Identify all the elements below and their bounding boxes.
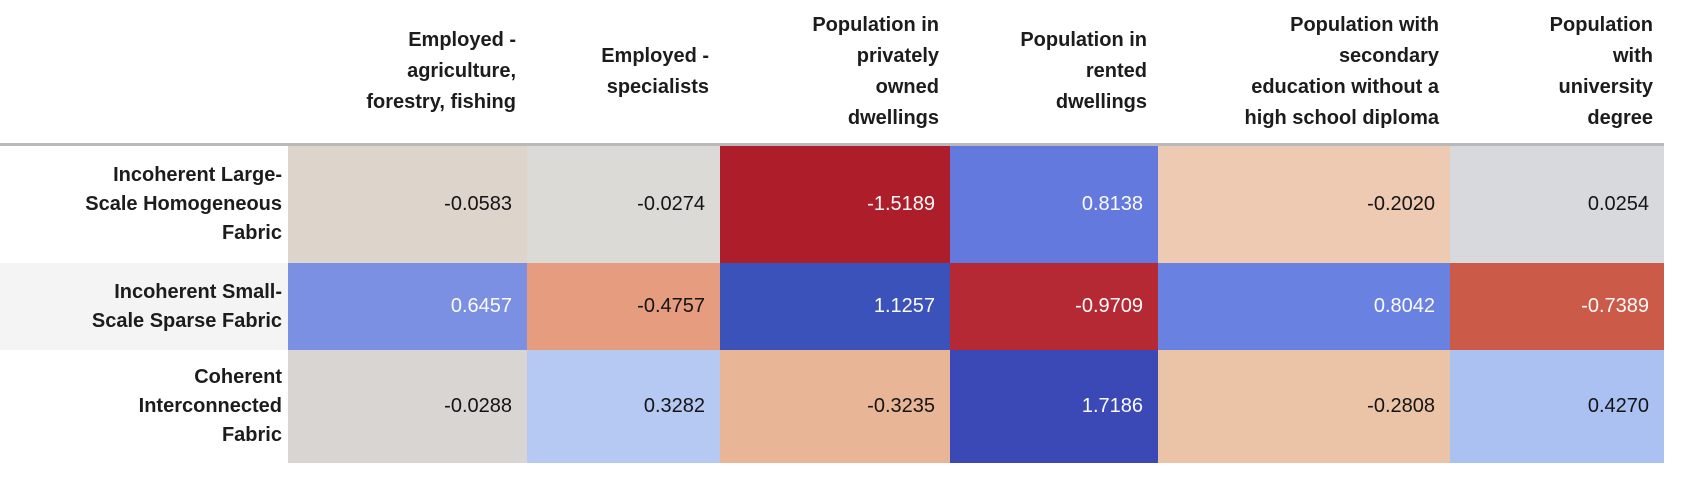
heatmap-body: Incoherent Large- Scale Homogeneous Fabr…	[0, 146, 1664, 463]
heatmap-cell: 1.7186	[950, 350, 1158, 463]
column-header-employed-specialists: Employed - specialists	[601, 44, 709, 98]
heatmap-cell: 0.8138	[950, 146, 1158, 263]
heatmap-cell: -0.2808	[1158, 350, 1450, 463]
corner-cell	[0, 0, 288, 143]
heatmap-row: Incoherent Small- Scale Sparse Fabric 0.6…	[0, 263, 1664, 350]
heatmap-cell: 0.0254	[1450, 146, 1664, 263]
heatmap-header-row: Employed - agriculture, forestry, fishin…	[0, 0, 1664, 143]
column-header-secondary-education: Population with secondary education with…	[1244, 13, 1439, 129]
heatmap-cell: -0.3235	[720, 350, 950, 463]
heatmap-row: Incoherent Large- Scale Homogeneous Fabr…	[0, 146, 1664, 263]
heatmap-cell: 1.1257	[720, 263, 950, 350]
column-header-rented-dwellings: Population in rented dwellings	[1020, 29, 1147, 113]
header-divider-line	[0, 143, 1664, 146]
heatmap-cell: -0.9709	[950, 263, 1158, 350]
heatmap-cell: 0.3282	[527, 350, 720, 463]
row-label: Incoherent Small- Scale Sparse Fabric	[0, 263, 288, 350]
column-header-privately-owned-dwellings: Population in privately owned dwellings	[812, 13, 939, 129]
heatmap-cell: 0.8042	[1158, 263, 1450, 350]
column-header-university-degree: Population with university degree	[1549, 13, 1653, 129]
heatmap-cell: -0.7389	[1450, 263, 1664, 350]
heatmap-cell: -1.5189	[720, 146, 950, 263]
column-header-employed-agriculture: Employed - agriculture, forestry, fishin…	[366, 29, 516, 113]
row-label: Coherent Interconnected Fabric	[0, 350, 288, 463]
row-label: Incoherent Large- Scale Homogeneous Fabr…	[0, 146, 288, 263]
heatmap-cell: -0.0583	[288, 146, 527, 263]
heatmap-cell: -0.0288	[288, 350, 527, 463]
heatmap-cell: 0.6457	[288, 263, 527, 350]
heatmap-cell: -0.2020	[1158, 146, 1450, 263]
heatmap-cell: 0.4270	[1450, 350, 1664, 463]
correlation-heatmap-table: Employed - agriculture, forestry, fishin…	[0, 0, 1664, 463]
heatmap-row: Coherent Interconnected Fabric -0.0288 0.3…	[0, 350, 1664, 463]
heatmap-cell: -0.4757	[527, 263, 720, 350]
heatmap-cell: -0.0274	[527, 146, 720, 263]
